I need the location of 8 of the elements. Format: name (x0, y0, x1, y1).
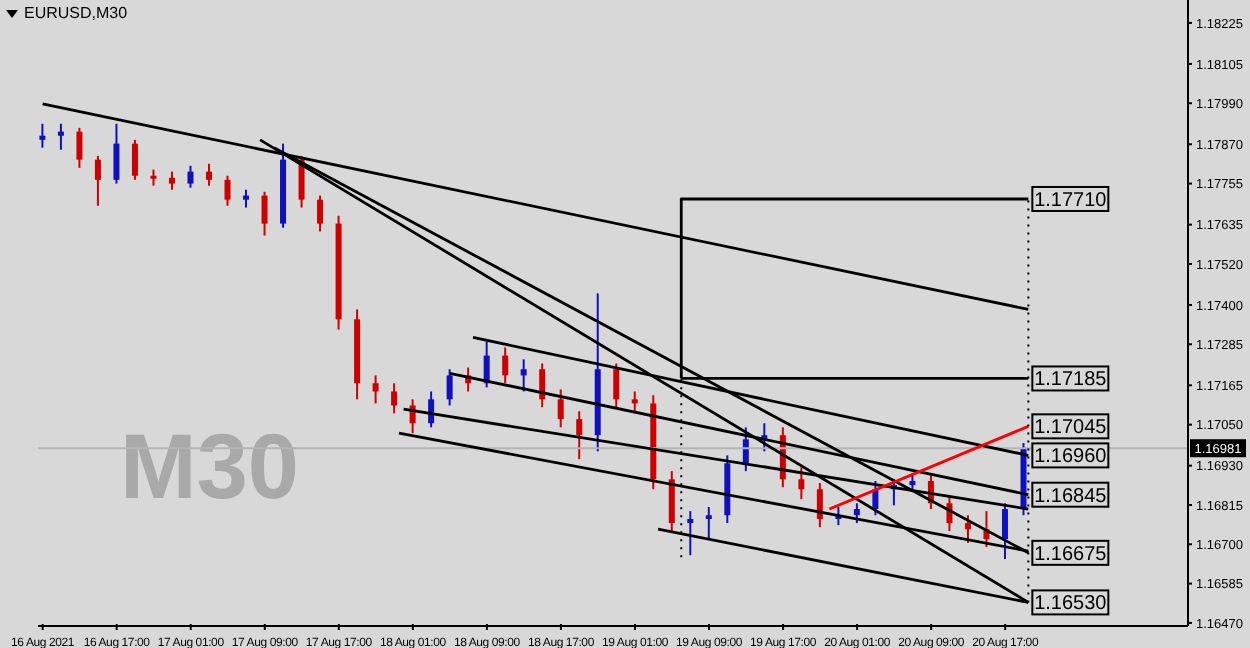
annotation: 1.16675 (1034, 543, 1108, 566)
annotation: 1.17185 (1034, 369, 1108, 392)
annotation: 1.16960 (1034, 446, 1108, 469)
annotation: 1.16530 (1034, 593, 1108, 616)
annotation: 1.17710 (1034, 189, 1108, 212)
annotation: 1.16845 (1034, 485, 1108, 508)
chart-title: EURUSD,M30 (24, 4, 128, 24)
annotation: 1.17045 (1034, 417, 1108, 440)
